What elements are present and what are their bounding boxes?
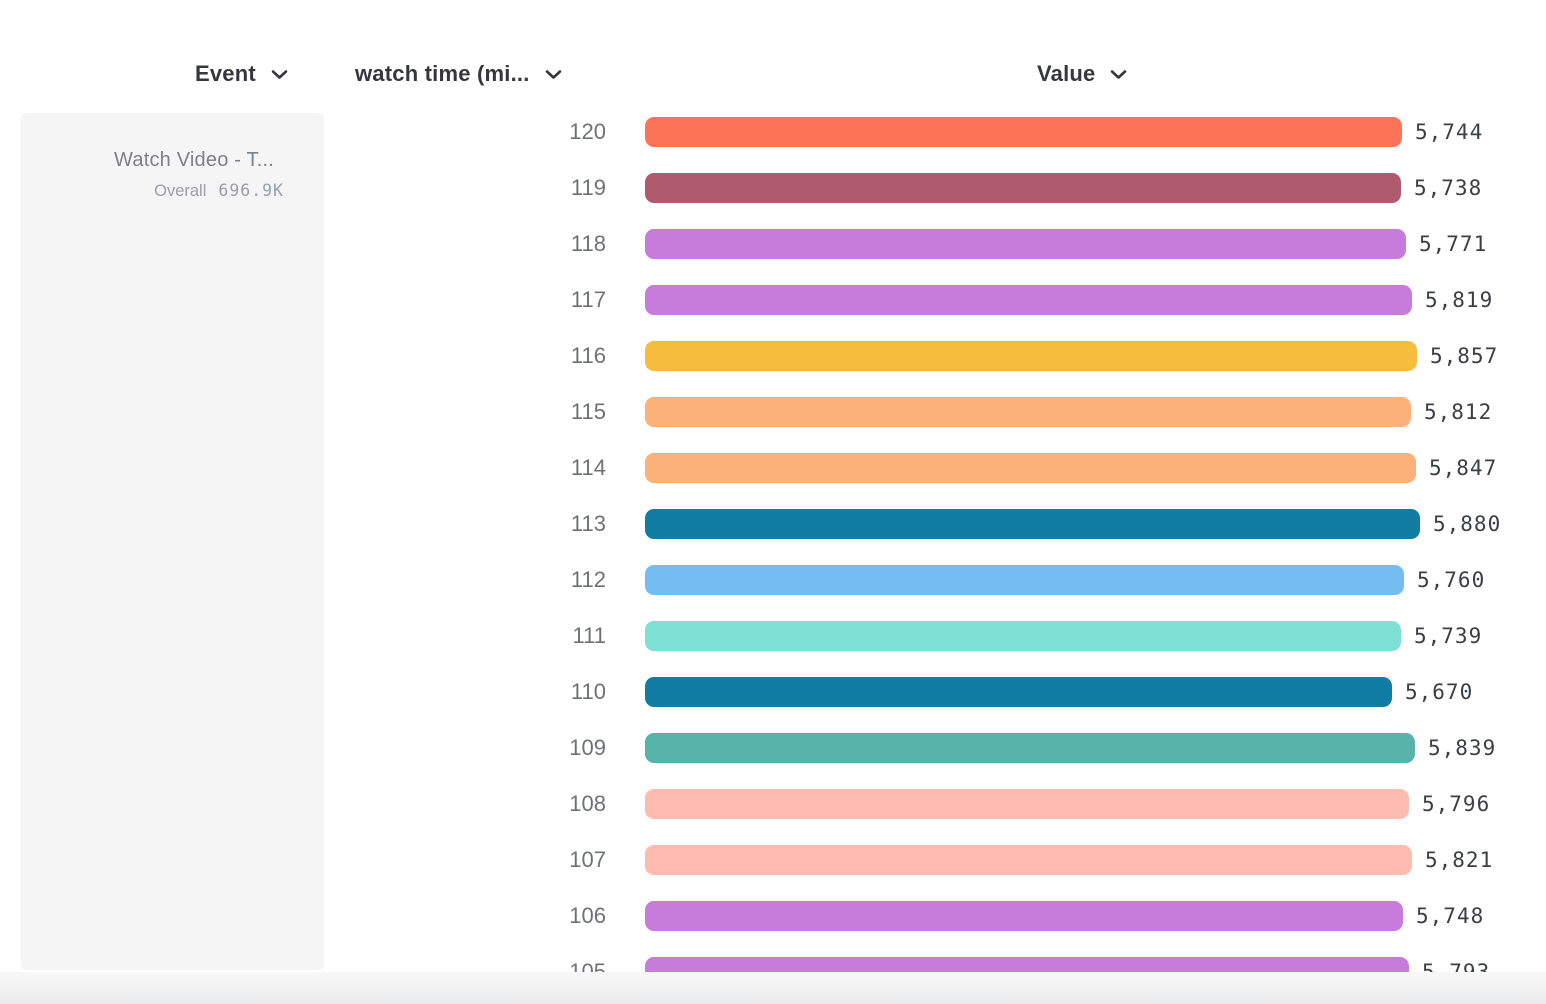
measure-column-dropdown[interactable]: watch time (mi...	[355, 59, 562, 89]
chart-row: 110 5,670	[0, 664, 1546, 720]
value-label: 5,812	[1424, 400, 1493, 424]
value-bar[interactable]	[645, 453, 1416, 483]
value-column-label: Value	[1037, 61, 1096, 86]
value-bar[interactable]	[645, 733, 1415, 763]
value-column-dropdown[interactable]: Value	[1037, 59, 1127, 89]
value-bar[interactable]	[645, 677, 1392, 707]
value-bar[interactable]	[645, 789, 1409, 819]
bar-chart: 120 5,744 119 5,738 118 5,771 117 5,819 116 5,857…	[0, 104, 1546, 1000]
chart-row: 107 5,821	[0, 832, 1546, 888]
bucket-label: 106	[569, 903, 606, 928]
value-label: 5,748	[1416, 904, 1485, 928]
bucket-label: 117	[570, 287, 606, 312]
bucket-label: 108	[569, 791, 606, 816]
chart-row: 117 5,819	[0, 272, 1546, 328]
value-label: 5,739	[1414, 624, 1483, 648]
bucket-label: 111	[572, 623, 606, 648]
value-label: 5,796	[1422, 792, 1491, 816]
event-title: Watch Video - T...	[114, 149, 274, 171]
chevron-down-icon	[271, 69, 288, 80]
bottom-cutoff-strip	[0, 972, 1546, 1004]
bucket-label: 114	[570, 455, 606, 480]
value-label: 5,880	[1433, 512, 1502, 536]
bucket-label: 118	[570, 231, 606, 256]
event-panel-card[interactable]: Watch Video - T... Overall 696.9K	[21, 113, 324, 970]
value-bar[interactable]	[645, 565, 1404, 595]
value-bar[interactable]	[645, 509, 1420, 539]
chart-row: 119 5,738	[0, 160, 1546, 216]
value-bar[interactable]	[645, 117, 1402, 147]
chart-row: 108 5,796	[0, 776, 1546, 832]
chart-row: 109 5,839	[0, 720, 1546, 776]
bucket-label: 113	[570, 511, 606, 536]
bucket-label: 119	[570, 175, 606, 200]
value-bar[interactable]	[645, 173, 1401, 203]
chart-row: 106 5,748	[0, 888, 1546, 944]
event-metric-label: Overall	[154, 182, 207, 200]
value-label: 5,744	[1415, 120, 1484, 144]
bucket-label: 107	[569, 847, 606, 872]
measure-column-label: watch time (mi...	[355, 61, 530, 86]
chart-row: 111 5,739	[0, 608, 1546, 664]
value-bar[interactable]	[645, 229, 1406, 259]
bucket-label: 115	[570, 399, 606, 424]
bucket-label: 110	[570, 679, 606, 704]
chart-row: 112 5,760	[0, 552, 1546, 608]
value-bar[interactable]	[645, 341, 1417, 371]
value-bar[interactable]	[645, 621, 1401, 651]
chart-row: 120 5,744	[0, 104, 1546, 160]
chart-row: 116 5,857	[0, 328, 1546, 384]
chart-row: 118 5,771	[0, 216, 1546, 272]
value-label: 5,857	[1430, 344, 1499, 368]
value-label: 5,821	[1425, 848, 1494, 872]
value-label: 5,819	[1425, 288, 1494, 312]
value-label: 5,839	[1428, 736, 1497, 760]
value-bar[interactable]	[645, 845, 1412, 875]
chevron-down-icon	[1110, 69, 1127, 80]
chart-row: 114 5,847	[0, 440, 1546, 496]
event-column-dropdown[interactable]: Event	[195, 59, 288, 89]
bucket-label: 112	[570, 567, 606, 592]
bucket-label: 109	[569, 735, 606, 760]
event-metric-value: 696.9K	[218, 181, 284, 200]
chart-row: 115 5,812	[0, 384, 1546, 440]
value-label: 5,738	[1414, 176, 1483, 200]
value-bar[interactable]	[645, 901, 1403, 931]
value-bar[interactable]	[645, 285, 1412, 315]
value-bar[interactable]	[645, 397, 1411, 427]
bucket-label: 116	[570, 343, 606, 368]
value-label: 5,771	[1419, 232, 1488, 256]
value-label: 5,847	[1429, 456, 1498, 480]
bucket-label: 120	[569, 119, 606, 144]
value-label: 5,760	[1417, 568, 1486, 592]
value-label: 5,670	[1405, 680, 1474, 704]
event-metric-row: Overall 696.9K	[21, 181, 324, 201]
chevron-down-icon	[545, 69, 562, 80]
chart-row: 113 5,880	[0, 496, 1546, 552]
event-column-label: Event	[195, 61, 256, 86]
